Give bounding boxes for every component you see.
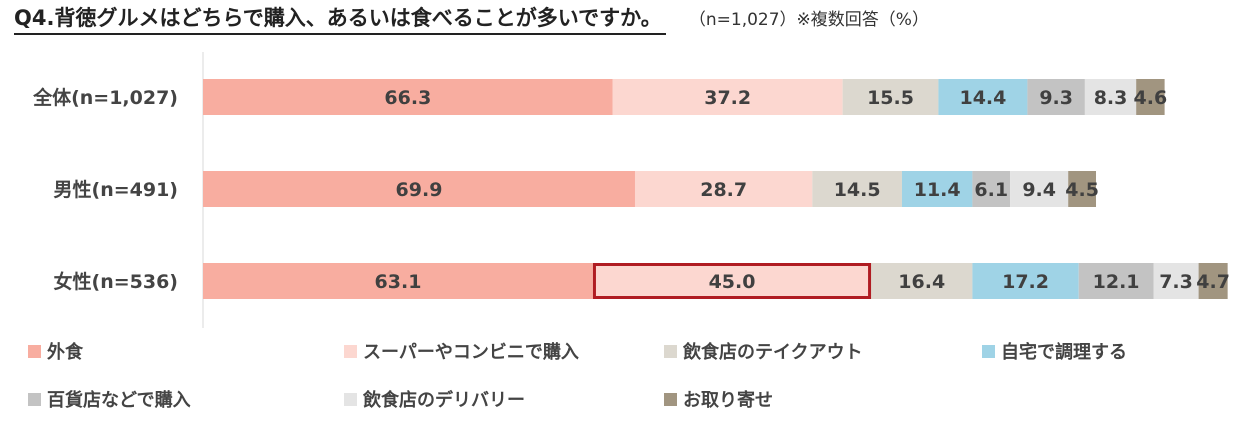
bar-segment <box>1027 79 1085 115</box>
legend-label: 自宅で調理する <box>1001 342 1127 363</box>
bar-segment <box>812 171 902 207</box>
legend-item: 飲食店のテイクアウト <box>664 338 863 364</box>
legend-swatch <box>982 344 995 358</box>
bar-segment <box>612 79 843 115</box>
bar-segment <box>1084 79 1137 115</box>
bar-segment <box>592 263 872 299</box>
bar-segment <box>1136 79 1165 115</box>
data-label: 28.7 <box>700 179 747 201</box>
legend: 外食 スーパーやコンビニで購入 飲食店のテイクアウト 自宅で調理する百貨店などで購入 飲… <box>28 338 1228 418</box>
bar-segment <box>871 263 973 299</box>
bar-segment <box>1153 263 1199 299</box>
data-label: 17.2 <box>1002 271 1049 293</box>
data-label: 37.2 <box>704 87 751 109</box>
legend-label: 飲食店のデリバリー <box>363 390 525 411</box>
category-label: 女性(n=536) <box>54 270 178 293</box>
category-label: 男性(n=491) <box>54 178 178 201</box>
legend-label: 百貨店などで購入 <box>47 390 191 411</box>
data-label: 69.9 <box>396 179 443 201</box>
title-row: Q4.背徳グルメはどちらで購入、あるいは食べることが多いですか。 （n=1,02… <box>14 2 929 36</box>
legend-item: 飲食店のデリバリー <box>344 386 525 412</box>
data-label: 4.5 <box>1065 179 1099 201</box>
bar-segment <box>938 79 1028 115</box>
legend-item: 外食 <box>28 338 83 364</box>
legend-label: 外食 <box>47 342 83 363</box>
legend-swatch <box>664 344 677 358</box>
bar-segment <box>972 171 1011 207</box>
data-label: 7.3 <box>1159 271 1193 293</box>
data-label: 11.4 <box>914 179 961 201</box>
data-label: 9.4 <box>1022 179 1056 201</box>
legend-item: スーパーやコンビニで購入 <box>344 338 579 364</box>
bar-segment <box>203 171 635 207</box>
data-label: 4.6 <box>1134 87 1168 109</box>
bar-segment <box>1198 263 1228 299</box>
data-label: 6.1 <box>974 179 1008 201</box>
bar-segment <box>1068 171 1097 207</box>
highlight-frame <box>592 263 872 299</box>
bar-segment <box>842 79 939 115</box>
data-label: 4.7 <box>1196 271 1230 293</box>
legend-label: お取り寄せ <box>683 390 773 411</box>
legend-swatch <box>344 344 357 358</box>
data-label: 16.4 <box>898 271 945 293</box>
legend-swatch <box>664 392 677 406</box>
data-label: 9.3 <box>1039 87 1073 109</box>
data-label: 63.1 <box>375 271 422 293</box>
stacked-bar-chart: 全体(n=1,027) 66.3 37.2 15.5 14.4 9.3 8.3 4.6 男性(n… <box>32 52 1230 328</box>
legend-swatch <box>28 392 41 406</box>
legend-label: スーパーやコンビニで購入 <box>363 342 579 363</box>
legend-swatch <box>28 344 41 358</box>
data-label: 12.1 <box>1093 271 1140 293</box>
data-label: 8.3 <box>1094 87 1128 109</box>
legend-label: 飲食店のテイクアウト <box>683 342 863 363</box>
data-label: 14.5 <box>834 179 881 201</box>
sample-note: （n=1,027）※複数回答（%） <box>688 10 929 30</box>
category-label: 全体(n=1,027) <box>32 86 178 109</box>
legend-item: 自宅で調理する <box>982 338 1127 364</box>
data-label: 45.0 <box>709 271 756 293</box>
chart-title: Q4.背徳グルメはどちらで購入、あるいは食べることが多いですか。 <box>14 2 666 35</box>
data-label: 66.3 <box>384 87 431 109</box>
data-label: 14.4 <box>959 87 1006 109</box>
bar-segment <box>972 263 1079 299</box>
legend-swatch <box>344 392 357 406</box>
bar-segment <box>634 171 813 207</box>
legend-item: お取り寄せ <box>664 386 773 412</box>
data-label: 15.5 <box>867 87 914 109</box>
bar-segment <box>203 263 593 299</box>
legend-item: 百貨店などで購入 <box>28 386 191 412</box>
bar-segment <box>203 79 613 115</box>
bar-segment <box>1010 171 1069 207</box>
bar-segment <box>901 171 973 207</box>
bar-segment <box>1078 263 1154 299</box>
